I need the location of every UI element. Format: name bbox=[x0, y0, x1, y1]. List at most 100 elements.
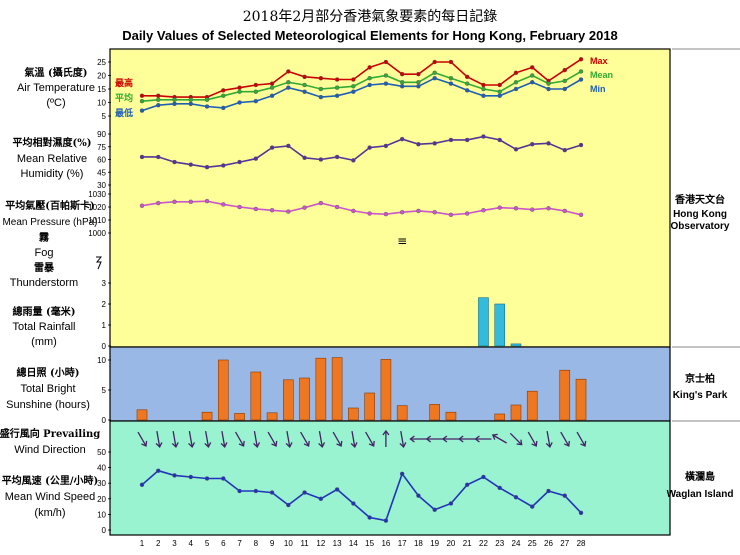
temp-series-max-point bbox=[156, 93, 161, 98]
x-tick-label: 28 bbox=[577, 539, 586, 548]
wind-arrow-head bbox=[563, 440, 571, 447]
x-tick-label: 5 bbox=[205, 539, 210, 548]
sunshine-bar bbox=[299, 377, 310, 421]
x-tick-label: 21 bbox=[463, 539, 472, 548]
pressure-line-point bbox=[286, 209, 291, 214]
wind-speed-line-point bbox=[383, 518, 389, 523]
wind-arrow-head bbox=[368, 440, 375, 447]
sunshine-bar bbox=[266, 412, 278, 421]
sunshine-bar bbox=[429, 404, 440, 421]
temp-series-max-point bbox=[578, 57, 584, 62]
label-rain-en-1: Total Rainfall bbox=[13, 321, 76, 333]
station-wi-en: Waglan Island bbox=[667, 489, 734, 500]
sunshine-tick: 10 bbox=[97, 356, 106, 365]
temp-series-max-point bbox=[253, 82, 259, 88]
wind-speed-tick: 20 bbox=[97, 495, 106, 504]
pressure-tick: 1020 bbox=[88, 203, 106, 212]
x-tick-label: 2 bbox=[156, 539, 161, 548]
rain-tick: 2 bbox=[102, 300, 107, 309]
humidity-tick: 90 bbox=[97, 130, 106, 139]
temp-tick: 15 bbox=[97, 85, 106, 94]
temp-series-mean-point bbox=[530, 73, 535, 78]
temp-series-min-point bbox=[399, 84, 405, 89]
humidity-line-point bbox=[416, 141, 421, 147]
label-sunshine-en-1: Total Bright bbox=[20, 383, 75, 395]
humidity-line bbox=[142, 135, 582, 169]
wind-speed-line-point bbox=[318, 496, 324, 501]
label-sunshine-en-2: Sunshine (hours) bbox=[6, 399, 90, 411]
temp-series-mean-point bbox=[513, 80, 519, 85]
wind-arrow-head bbox=[399, 442, 407, 448]
wind-speed-line-point bbox=[204, 476, 210, 481]
label-fog-en: Fog bbox=[35, 247, 54, 259]
wind-speed-line-point bbox=[530, 504, 535, 509]
temp-series-mean-point bbox=[204, 97, 210, 103]
wind-arrow-head bbox=[491, 433, 498, 440]
humidity-line-point bbox=[432, 141, 437, 146]
humidity-line-point bbox=[530, 141, 535, 147]
temp-series-max-point bbox=[465, 74, 470, 80]
wind-direction-arrow bbox=[474, 435, 492, 443]
wind-direction-arrow bbox=[318, 431, 326, 448]
wind-direction-arrow bbox=[137, 431, 148, 447]
x-tick-label: 27 bbox=[560, 539, 569, 548]
wind-speed-line-point bbox=[188, 474, 193, 480]
temp-series-mean-point bbox=[269, 85, 275, 90]
legend-min-zh: 最低 bbox=[115, 107, 133, 119]
temp-series-max-point bbox=[513, 70, 519, 76]
legend-mean-zh: 平均 bbox=[115, 92, 133, 104]
title-block: 2018年2月部分香港氣象要素的每日記錄 Daily Values of Sel… bbox=[0, 6, 740, 43]
humidity-line-point bbox=[399, 136, 405, 142]
temp-series-min-point bbox=[497, 93, 502, 98]
humidity-line-point bbox=[302, 155, 307, 161]
wind-arrow-shaft bbox=[576, 431, 586, 447]
temp-series-mean-point bbox=[546, 81, 551, 86]
wind-speed-line-point bbox=[139, 482, 145, 487]
temp-series-min-point bbox=[383, 81, 389, 86]
wind-arrow-shaft bbox=[156, 431, 161, 447]
wind-speed-line-point bbox=[497, 485, 502, 491]
sunshine-bar bbox=[250, 371, 262, 421]
temp-series-mean-point bbox=[351, 84, 356, 89]
wind-arrow-head bbox=[253, 442, 261, 448]
temp-series-min-point bbox=[546, 86, 551, 92]
temp-series-mean-point bbox=[367, 75, 372, 81]
wind-speed-line-point bbox=[351, 501, 356, 506]
wind-arrow-head bbox=[303, 440, 310, 447]
wind-arrow-shaft bbox=[318, 431, 323, 447]
humidity-line-point bbox=[204, 164, 210, 170]
wind-arrow-shaft bbox=[234, 431, 245, 447]
wind-arrow-shaft bbox=[365, 431, 375, 447]
wind-speed-line-point bbox=[367, 515, 372, 520]
wind-direction-arrow bbox=[267, 431, 278, 447]
wind-arrow-head bbox=[204, 442, 212, 448]
x-tick-label: 6 bbox=[221, 539, 226, 548]
x-tick-label: 22 bbox=[479, 539, 488, 548]
x-tick-label: 14 bbox=[349, 539, 358, 548]
humidity-line-point bbox=[578, 142, 584, 148]
wind-arrow-head bbox=[188, 442, 196, 448]
wind-arrow-shaft bbox=[546, 431, 551, 447]
wind-arrow-head bbox=[580, 440, 587, 447]
temp-series-min-point bbox=[302, 89, 307, 94]
wind-speed-line-point bbox=[513, 495, 519, 500]
x-tick-label: 11 bbox=[300, 539, 309, 548]
fog-marker: ≡ bbox=[397, 234, 407, 248]
wind-arrow-head bbox=[474, 435, 480, 443]
label-wind-dir-zh: 盛行風向 Prevailing bbox=[0, 427, 100, 440]
panel-hko bbox=[109, 48, 671, 348]
wind-arrow-head bbox=[171, 442, 179, 448]
wind-arrow-shaft bbox=[400, 431, 405, 447]
pressure-line-point bbox=[172, 199, 177, 205]
wind-arrow-head bbox=[220, 442, 228, 448]
temp-series-min-point bbox=[139, 108, 145, 113]
wind-arrow-shaft bbox=[332, 431, 342, 447]
temp-series-min-point bbox=[481, 93, 486, 98]
humidity-line-point bbox=[481, 134, 486, 139]
sunshine-bar bbox=[526, 390, 538, 421]
wind-arrow-head bbox=[458, 435, 464, 443]
temp-series-min bbox=[141, 77, 582, 112]
temp-series-max bbox=[142, 58, 582, 98]
label-wind-dir-en: Wind Direction bbox=[14, 444, 86, 456]
